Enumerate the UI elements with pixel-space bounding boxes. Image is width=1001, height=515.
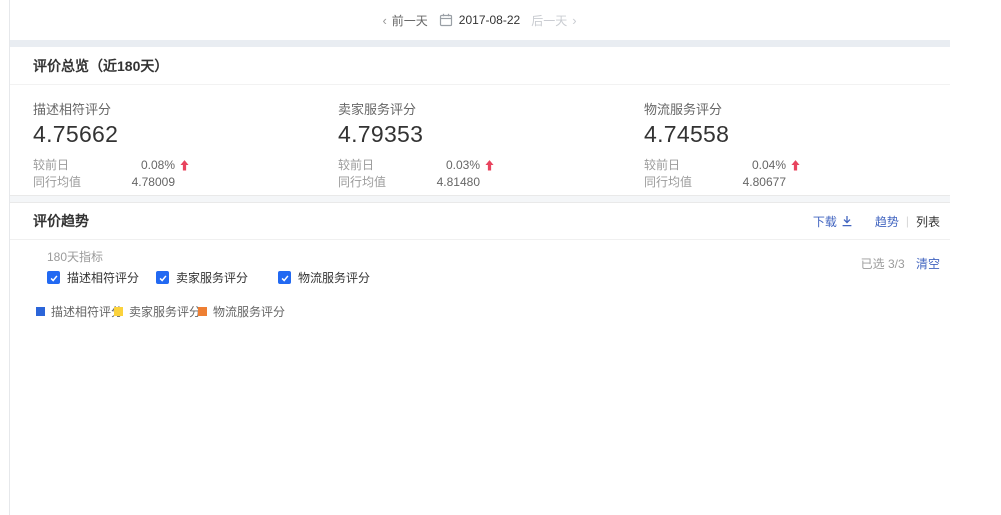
checkbox-checked-icon xyxy=(47,271,60,284)
section-separator-band xyxy=(10,40,950,47)
checkbox-label: 卖家服务评分 xyxy=(176,271,249,285)
selection-info: 已选 3/3 清空 xyxy=(861,255,940,272)
legend-swatch xyxy=(114,307,123,316)
selected-count: 已选 3/3 xyxy=(860,257,905,271)
calendar-icon xyxy=(439,13,452,27)
download-icon xyxy=(842,216,852,227)
view-list-tab[interactable]: 列表 xyxy=(915,214,940,229)
trend-up-icon xyxy=(791,160,800,171)
trend-controls: 下载 趋势 | 列表 xyxy=(813,213,950,230)
clear-button[interactable]: 清空 xyxy=(915,257,940,271)
metric-seller-service-score: 卖家服务评分 4.79353 较前日 0.03% 同行均值 4.81480 xyxy=(338,99,628,191)
compare-value: 0.03% xyxy=(445,158,480,172)
checkbox-checked-icon xyxy=(278,271,291,284)
metric-description-score: 描述相符评分 4.75662 较前日 0.08% 同行均值 4.78009 xyxy=(33,99,323,191)
trend-section: 评价趋势 下载 趋势 | 列表 180天指标 xyxy=(10,202,950,515)
peer-label: 同行均值 xyxy=(33,175,82,189)
metric-label: 描述相符评分 xyxy=(33,102,112,117)
legend-label: 卖家服务评分 xyxy=(129,305,202,319)
legend-label: 物流服务评分 xyxy=(213,305,286,319)
view-trend-tab[interactable]: 趋势 xyxy=(874,214,899,229)
compare-label: 较前日 xyxy=(338,158,375,172)
content-panel: ‹ 前一天 2017-08-22 后一天 › 评价总览（近180天） xyxy=(9,0,950,515)
trend-up-icon xyxy=(485,160,494,171)
prev-day-label: 前一天 xyxy=(391,13,428,28)
metric-logistics-score: 物流服务评分 4.74558 较前日 0.04% 同行均值 4.80677 xyxy=(644,99,934,191)
download-button[interactable]: 下载 xyxy=(813,213,853,230)
overview-section: 评价总览（近180天） 描述相符评分 4.75662 较前日 0.08% 同行均… xyxy=(10,47,950,196)
peer-value: 4.80677 xyxy=(742,175,786,189)
legend-description-score[interactable]: 描述相符评分 xyxy=(36,303,123,320)
checkbox-description-score[interactable]: 描述相符评分 xyxy=(47,269,139,286)
checkbox-label: 物流服务评分 xyxy=(298,271,371,285)
peer-label: 同行均值 xyxy=(338,175,387,189)
metric-value: 4.74558 xyxy=(644,121,730,147)
view-separator: | xyxy=(905,214,909,228)
legend-swatch xyxy=(198,307,207,316)
overview-title: 评价总览（近180天） xyxy=(10,47,950,85)
chevron-left-icon: ‹ xyxy=(382,12,387,28)
date-nav: ‹ 前一天 2017-08-22 后一天 › xyxy=(10,0,949,40)
checkbox-label: 描述相符评分 xyxy=(67,271,140,285)
metric-label: 卖家服务评分 xyxy=(338,102,417,117)
section-gap xyxy=(10,196,950,202)
checkbox-seller-service-score[interactable]: 卖家服务评分 xyxy=(156,269,248,286)
compare-value: 0.08% xyxy=(140,158,175,172)
compare-value: 0.04% xyxy=(751,158,786,172)
checkbox-logistics-score[interactable]: 物流服务评分 xyxy=(278,269,370,286)
metric-label: 物流服务评分 xyxy=(644,102,723,117)
compare-label: 较前日 xyxy=(33,158,70,172)
metric-value: 4.79353 xyxy=(338,121,424,147)
trend-title: 评价趋势 xyxy=(33,213,89,229)
peer-label: 同行均值 xyxy=(644,175,693,189)
metric-value: 4.75662 xyxy=(33,121,119,147)
trend-up-icon xyxy=(180,160,189,171)
peer-value: 4.81480 xyxy=(436,175,480,189)
filter-title: 180天指标 xyxy=(47,250,104,264)
legend-label: 描述相符评分 xyxy=(51,305,124,319)
legend-swatch xyxy=(36,307,45,316)
next-day-label: 后一天 xyxy=(531,13,568,28)
chevron-right-icon: › xyxy=(572,12,577,28)
legend-seller-service-score[interactable]: 卖家服务评分 xyxy=(114,303,201,320)
peer-value: 4.78009 xyxy=(131,175,175,189)
date-picker[interactable]: 2017-08-22 xyxy=(439,13,520,27)
legend-logistics-score[interactable]: 物流服务评分 xyxy=(198,303,285,320)
checkbox-checked-icon xyxy=(156,271,169,284)
download-label: 下载 xyxy=(812,214,837,229)
current-date: 2017-08-22 xyxy=(458,13,521,27)
next-day-button[interactable]: 后一天 › xyxy=(531,12,576,29)
compare-label: 较前日 xyxy=(644,158,681,172)
trend-header: 评价趋势 下载 趋势 | 列表 xyxy=(10,203,950,240)
prev-day-button[interactable]: ‹ 前一天 xyxy=(382,12,427,29)
